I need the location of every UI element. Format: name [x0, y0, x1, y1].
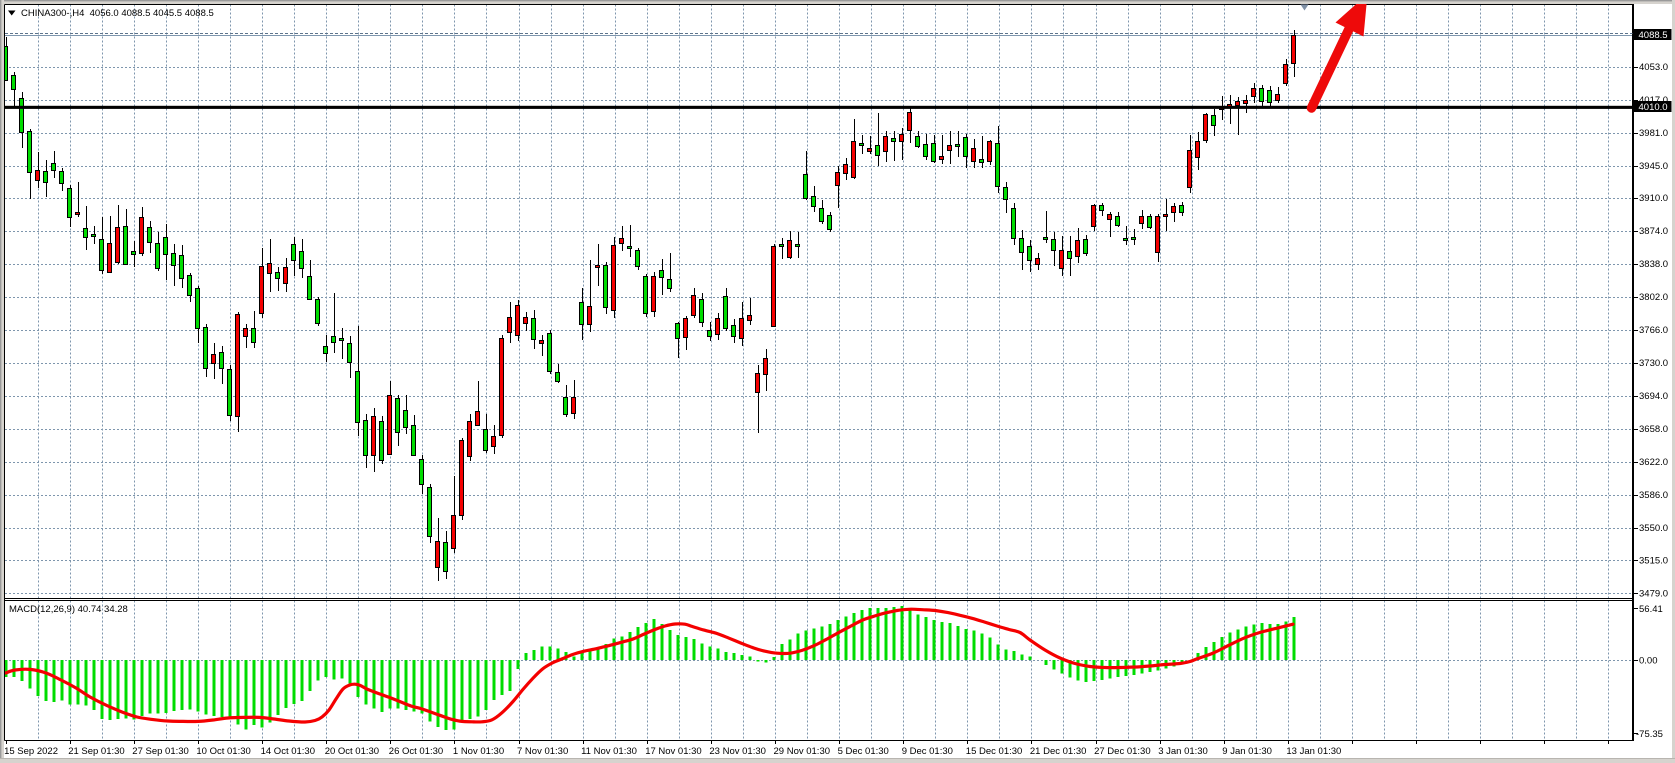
- svg-text:3838.0: 3838.0: [1639, 259, 1668, 270]
- svg-text:3479.0: 3479.0: [1639, 588, 1668, 599]
- svg-text:10 Oct 01:30: 10 Oct 01:30: [196, 746, 250, 757]
- svg-text:9 Dec 01:30: 9 Dec 01:30: [902, 746, 953, 757]
- svg-text:3 Jan 01:30: 3 Jan 01:30: [1158, 746, 1208, 757]
- svg-text:1 Nov 01:30: 1 Nov 01:30: [453, 746, 504, 757]
- svg-text:17 Nov 01:30: 17 Nov 01:30: [645, 746, 702, 757]
- svg-text:5 Dec 01:30: 5 Dec 01:30: [838, 746, 889, 757]
- svg-text:23 Nov 01:30: 23 Nov 01:30: [709, 746, 766, 757]
- svg-text:15 Sep 2022: 15 Sep 2022: [4, 746, 58, 757]
- svg-text:3694.0: 3694.0: [1639, 391, 1668, 402]
- svg-text:56.41: 56.41: [1639, 604, 1663, 615]
- svg-text:9 Jan 01:30: 9 Jan 01:30: [1222, 746, 1272, 757]
- svg-text:11 Nov 01:30: 11 Nov 01:30: [581, 746, 637, 757]
- svg-text:27 Dec 01:30: 27 Dec 01:30: [1094, 746, 1151, 757]
- svg-text:29 Nov 01:30: 29 Nov 01:30: [774, 746, 831, 757]
- svg-text:21 Dec 01:30: 21 Dec 01:30: [1030, 746, 1087, 757]
- svg-text:CHINA300-,H4 4056.0 4088.5 40: CHINA300-,H4 4056.0 4088.5 4045.5 4088.5: [21, 8, 214, 19]
- svg-text:20 Oct 01:30: 20 Oct 01:30: [325, 746, 379, 757]
- svg-text:4010.0: 4010.0: [1639, 102, 1668, 113]
- svg-text:13 Jan 01:30: 13 Jan 01:30: [1286, 746, 1341, 757]
- svg-text:27 Sep 01:30: 27 Sep 01:30: [132, 746, 189, 757]
- svg-text:0.00: 0.00: [1639, 655, 1658, 666]
- svg-text:3730.0: 3730.0: [1639, 358, 1668, 369]
- svg-text:3586.0: 3586.0: [1639, 490, 1668, 501]
- svg-text:7 Nov 01:30: 7 Nov 01:30: [517, 746, 568, 757]
- svg-text:3658.0: 3658.0: [1639, 424, 1668, 435]
- svg-text:3981.0: 3981.0: [1639, 128, 1668, 139]
- svg-text:MACD(12,26,9) 40.74 34.28: MACD(12,26,9) 40.74 34.28: [9, 604, 128, 615]
- svg-text:4017.0: 4017.0: [1639, 95, 1668, 106]
- svg-text:26 Oct 01:30: 26 Oct 01:30: [389, 746, 443, 757]
- svg-text:3874.0: 3874.0: [1639, 226, 1668, 237]
- svg-text:3945.0: 3945.0: [1639, 161, 1668, 172]
- svg-text:3622.0: 3622.0: [1639, 457, 1668, 468]
- svg-text:-75.35: -75.35: [1636, 729, 1663, 740]
- svg-text:3766.0: 3766.0: [1639, 325, 1668, 336]
- svg-text:3515.0: 3515.0: [1639, 555, 1668, 566]
- svg-text:21 Sep 01:30: 21 Sep 01:30: [68, 746, 125, 757]
- svg-text:4053.0: 4053.0: [1639, 62, 1668, 73]
- svg-text:3910.0: 3910.0: [1639, 193, 1668, 204]
- svg-text:4088.5: 4088.5: [1639, 30, 1668, 41]
- svg-text:15 Dec 01:30: 15 Dec 01:30: [966, 746, 1023, 757]
- svg-text:3802.0: 3802.0: [1639, 292, 1668, 303]
- svg-text:14 Oct 01:30: 14 Oct 01:30: [261, 746, 315, 757]
- svg-text:3550.0: 3550.0: [1639, 523, 1668, 534]
